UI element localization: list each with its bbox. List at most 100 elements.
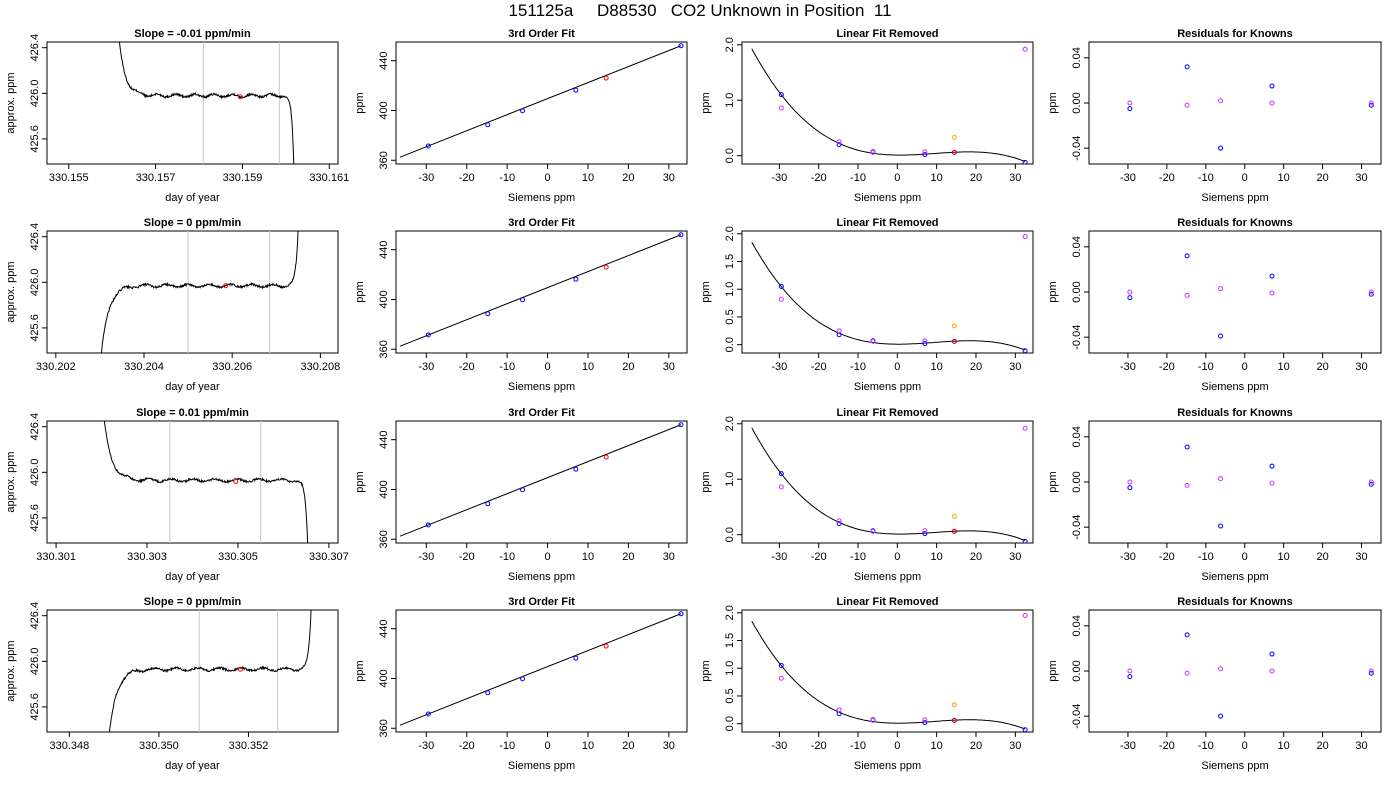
data-point-fit [778,92,784,98]
chart-title: Residuals for Knowns [1177,28,1293,40]
data-point-knowns [520,487,526,493]
x-tick-label: 30 [663,172,675,184]
x-tick-label: 30 [663,361,675,373]
plot-frame [395,41,688,165]
data-point-fit-residuals [1184,632,1190,638]
data-point-known-residuals [1269,668,1275,674]
plot-frame [741,41,1034,165]
x-tick-label: 0 [894,172,900,184]
x-tick-label: -30 [1120,551,1136,563]
data-point-knowns [573,655,579,661]
data-point-known-residuals [1269,290,1275,296]
x-tick-label: 330.305 [218,551,258,563]
y-tick-label: 0.5 [724,688,736,703]
y-axis-label: ppm [354,281,366,302]
x-tick-label: -10 [499,361,515,373]
data-point-fit [922,341,928,347]
data-point-known-residuals [1368,479,1374,485]
data-point-knowns [778,484,784,490]
x-tick-label: -10 [499,172,515,184]
data-point-knowns [778,675,784,681]
plot-area [751,234,1028,353]
x-tick-label: 330.350 [139,740,179,752]
data-point-knowns [520,297,526,303]
y-tick-label: 0.04 [1071,426,1083,447]
fit-line [399,45,682,158]
data-point-knowns [485,690,491,696]
data-point-knowns [425,332,431,338]
data-point-knowns [485,311,491,317]
y-tick-label: 0.0 [724,527,736,542]
data-point-known-residuals [1127,289,1133,295]
x-tick-label: -30 [771,551,787,563]
plot-frame [741,420,1034,544]
x-axis-label: Siemens ppm [854,381,921,393]
x-tick-label: -20 [811,740,827,752]
data-point-fit-residuals [1269,651,1275,657]
data-point-unknown [603,643,609,649]
chart-panel-r2-c3: Linear Fit Removed -30 -20 -10 0 10 20 30 0.0 0.5… [700,217,1034,393]
x-tick-label: -30 [1120,361,1136,373]
data-point-knowns [425,143,431,149]
x-tick-label: -10 [850,361,866,373]
time-series-line [103,421,309,543]
y-axis-label: ppm [354,660,366,681]
x-tick-label: 20 [622,361,634,373]
x-axis-label: day of year [165,571,220,583]
x-axis-label: day of year [165,760,220,772]
x-axis-label: Siemens ppm [1201,760,1268,772]
x-tick-label: 10 [582,551,594,563]
x-tick-label: 330.202 [36,361,76,373]
y-tick-label: 0.00 [1071,660,1083,681]
x-tick-label: 0 [545,361,551,373]
data-point-knowns [520,108,526,114]
x-tick-label: 20 [970,740,982,752]
data-point-known-residuals [1127,479,1133,485]
data-point-knowns [870,338,876,344]
plot-frame [741,609,1034,733]
x-tick-label: -10 [850,740,866,752]
chart-panel-r1-c3: Linear Fit Removed -30 -20 -10 0 10 20 30 0.0 1.0… [700,28,1034,204]
fit-curve [751,427,1026,542]
data-point-fit-residuals [1184,64,1190,70]
y-tick-label: -0.04 [1071,325,1083,350]
chart-panel-r4-c2: 3rd Order Fit -30 -20 -10 0 10 20 30 360 400 440 Si… [354,596,688,772]
data-point-known-residuals [1184,292,1190,298]
x-tick-label: -10 [1198,361,1214,373]
y-tick-label: 400 [378,290,390,308]
plot-area [1127,632,1374,719]
data-point-knowns [485,501,491,507]
data-point-known-residuals [1127,100,1133,106]
data-point-fit-residuals [1127,485,1133,491]
chart-panel-r1-c4: Residuals for Knowns -30 -20 -10 0 10 20 30 -0.0… [1047,28,1382,204]
data-point-knowns [778,296,784,302]
data-point-fit [922,720,928,726]
data-point-known-residuals [1269,100,1275,106]
y-tick-label: 426.4 [29,223,41,251]
data-point-fit-residuals [1127,106,1133,112]
plot-area [751,613,1028,732]
chart-panel-r1-c1: Slope = -0.01 ppm/min 330.155 330.157 330.1… [5,28,349,204]
data-point-knowns [836,707,842,713]
data-point-knowns [836,328,842,334]
y-tick-label: -0.04 [1071,704,1083,729]
y-tick-label: 1.0 [724,93,736,108]
sample-point [233,478,239,484]
y-tick-label: 426.0 [29,80,41,108]
y-axis-label: approx. ppm [5,640,17,701]
data-point-known-residuals [1368,668,1374,674]
x-axis-label: Siemens ppm [1201,192,1268,204]
x-tick-label: 0 [545,551,551,563]
x-tick-label: -10 [850,551,866,563]
y-tick-label: 1.0 [724,661,736,676]
chart-panel-r3-c1: Slope = 0.01 ppm/min 330.301 330.303 330.30… [5,407,349,583]
x-tick-label: -20 [1159,361,1175,373]
data-point-unknown-fit [951,338,957,344]
data-point-knowns [870,149,876,155]
y-tick-label: 426.4 [29,413,41,441]
data-point-known-residuals [1368,100,1374,106]
x-axis-label: day of year [165,381,220,393]
y-axis-label: ppm [700,471,712,492]
x-tick-label: 0 [894,740,900,752]
data-point-fit-residuals [1127,674,1133,680]
